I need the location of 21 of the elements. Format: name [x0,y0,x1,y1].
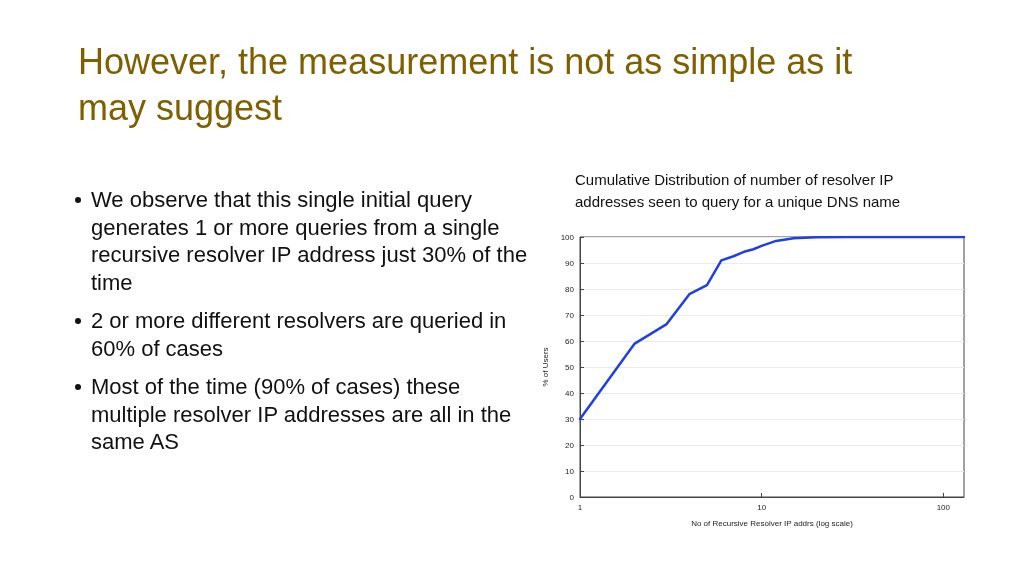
y-tick-label: 100 [560,232,575,242]
y-tick-label: 40 [565,388,575,398]
y-tick-label: 20 [565,440,575,450]
y-tick-label: 90 [565,258,575,268]
y-axis-title: % of Users [541,347,551,387]
text: We observe that this single initial query generates 1 or more queries from a single recursive resolver IP address just 30% of the time [91,186,529,296]
y-tick-label: 50 [565,362,575,372]
y-tick-label: 30 [565,414,575,424]
chart-title: However, the measurement is not as simple as it may suggest [78,40,854,130]
x-tick-label: 100 [936,502,951,512]
x-tick-label: 10 [757,502,767,512]
y-tick-label: 70 [565,310,575,320]
x-axis-title: No of Recursive Resolver IP addrs (log scale) [691,518,854,528]
x-tick-label: 1 [577,502,583,512]
text: Most of the time (90% of cases) these multiple resolver IP addresses are all in the same AS [91,373,513,456]
chart-subtitle: Cumulative Distribution of number of resolver IP addresses seen to query for a unique DNS name [575,170,902,212]
y-tick-label: 0 [569,492,575,502]
y-tick-label: 10 [565,466,575,476]
y-tick-label: 60 [565,336,575,346]
text: 2 or more different resolvers are queried in 60% of cases [91,307,508,362]
y-tick-label: 80 [565,284,575,294]
